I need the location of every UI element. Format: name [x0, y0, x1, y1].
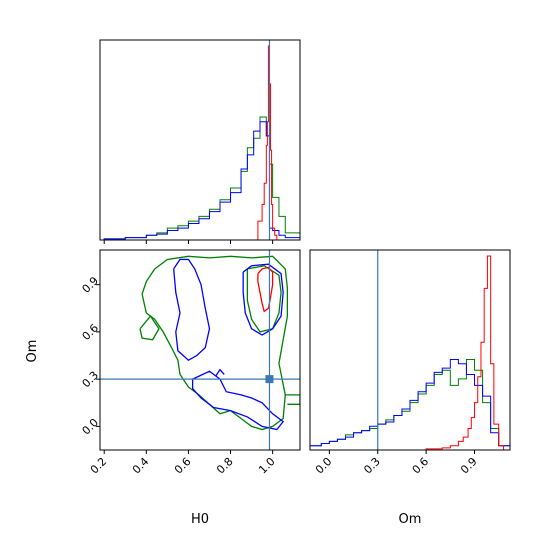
joint-x-tick-label: 0.8 — [214, 455, 236, 477]
joint-y-tick-label: 0.6 — [80, 321, 102, 343]
om-hist-red — [425, 255, 505, 450]
joint-contour-blue — [242, 263, 284, 336]
joint-contour-blue — [191, 370, 285, 431]
joint-contour-red — [257, 266, 274, 313]
joint-contour-green — [139, 315, 160, 341]
joint-panel: 0.2 0.4 0.6 0.8 1.0 0.0 0.3 0.6 0.9 — [80, 249, 301, 477]
joint-truth-marker — [265, 375, 274, 384]
joint-y-tick-label: 0.0 — [80, 416, 102, 438]
om-x-tick-label: 0.6 — [410, 455, 432, 477]
joint-x-tick-label: 0.4 — [130, 455, 152, 477]
joint-contour-green — [285, 394, 300, 405]
h0-hist-red — [257, 45, 278, 240]
joint-contour-green — [246, 265, 282, 333]
om-hist-blue — [309, 358, 511, 450]
joint-contour-blue — [173, 258, 211, 362]
x-axis-label-h0: H0 — [191, 512, 209, 527]
joint-contours — [139, 255, 300, 431]
om-x-tick-label: 0.9 — [458, 455, 480, 477]
joint-x-tick-label: 0.2 — [88, 455, 110, 477]
joint-contour-green — [141, 255, 289, 431]
joint-contour-blue — [215, 368, 225, 377]
y-axis-label-om: Om — [25, 340, 40, 363]
om-x-tick-label: 0.3 — [361, 455, 383, 477]
om-marginal-panel: 0.0 0.3 0.6 0.9 — [309, 249, 511, 477]
h0-panel-frame — [99, 39, 301, 241]
om-x-tick-label: 0.0 — [313, 455, 335, 477]
joint-y-tick-label: 0.3 — [80, 369, 102, 391]
h0-marginal-panel — [99, 39, 301, 244]
joint-panel-frame — [99, 249, 301, 451]
joint-x-tick-label: 0.6 — [172, 455, 194, 477]
x-axis-label-om: Om — [399, 512, 422, 527]
joint-y-tick-label: 0.9 — [80, 274, 102, 296]
joint-x-tick-label: 1.0 — [256, 455, 278, 477]
om-panel-frame — [309, 249, 511, 451]
